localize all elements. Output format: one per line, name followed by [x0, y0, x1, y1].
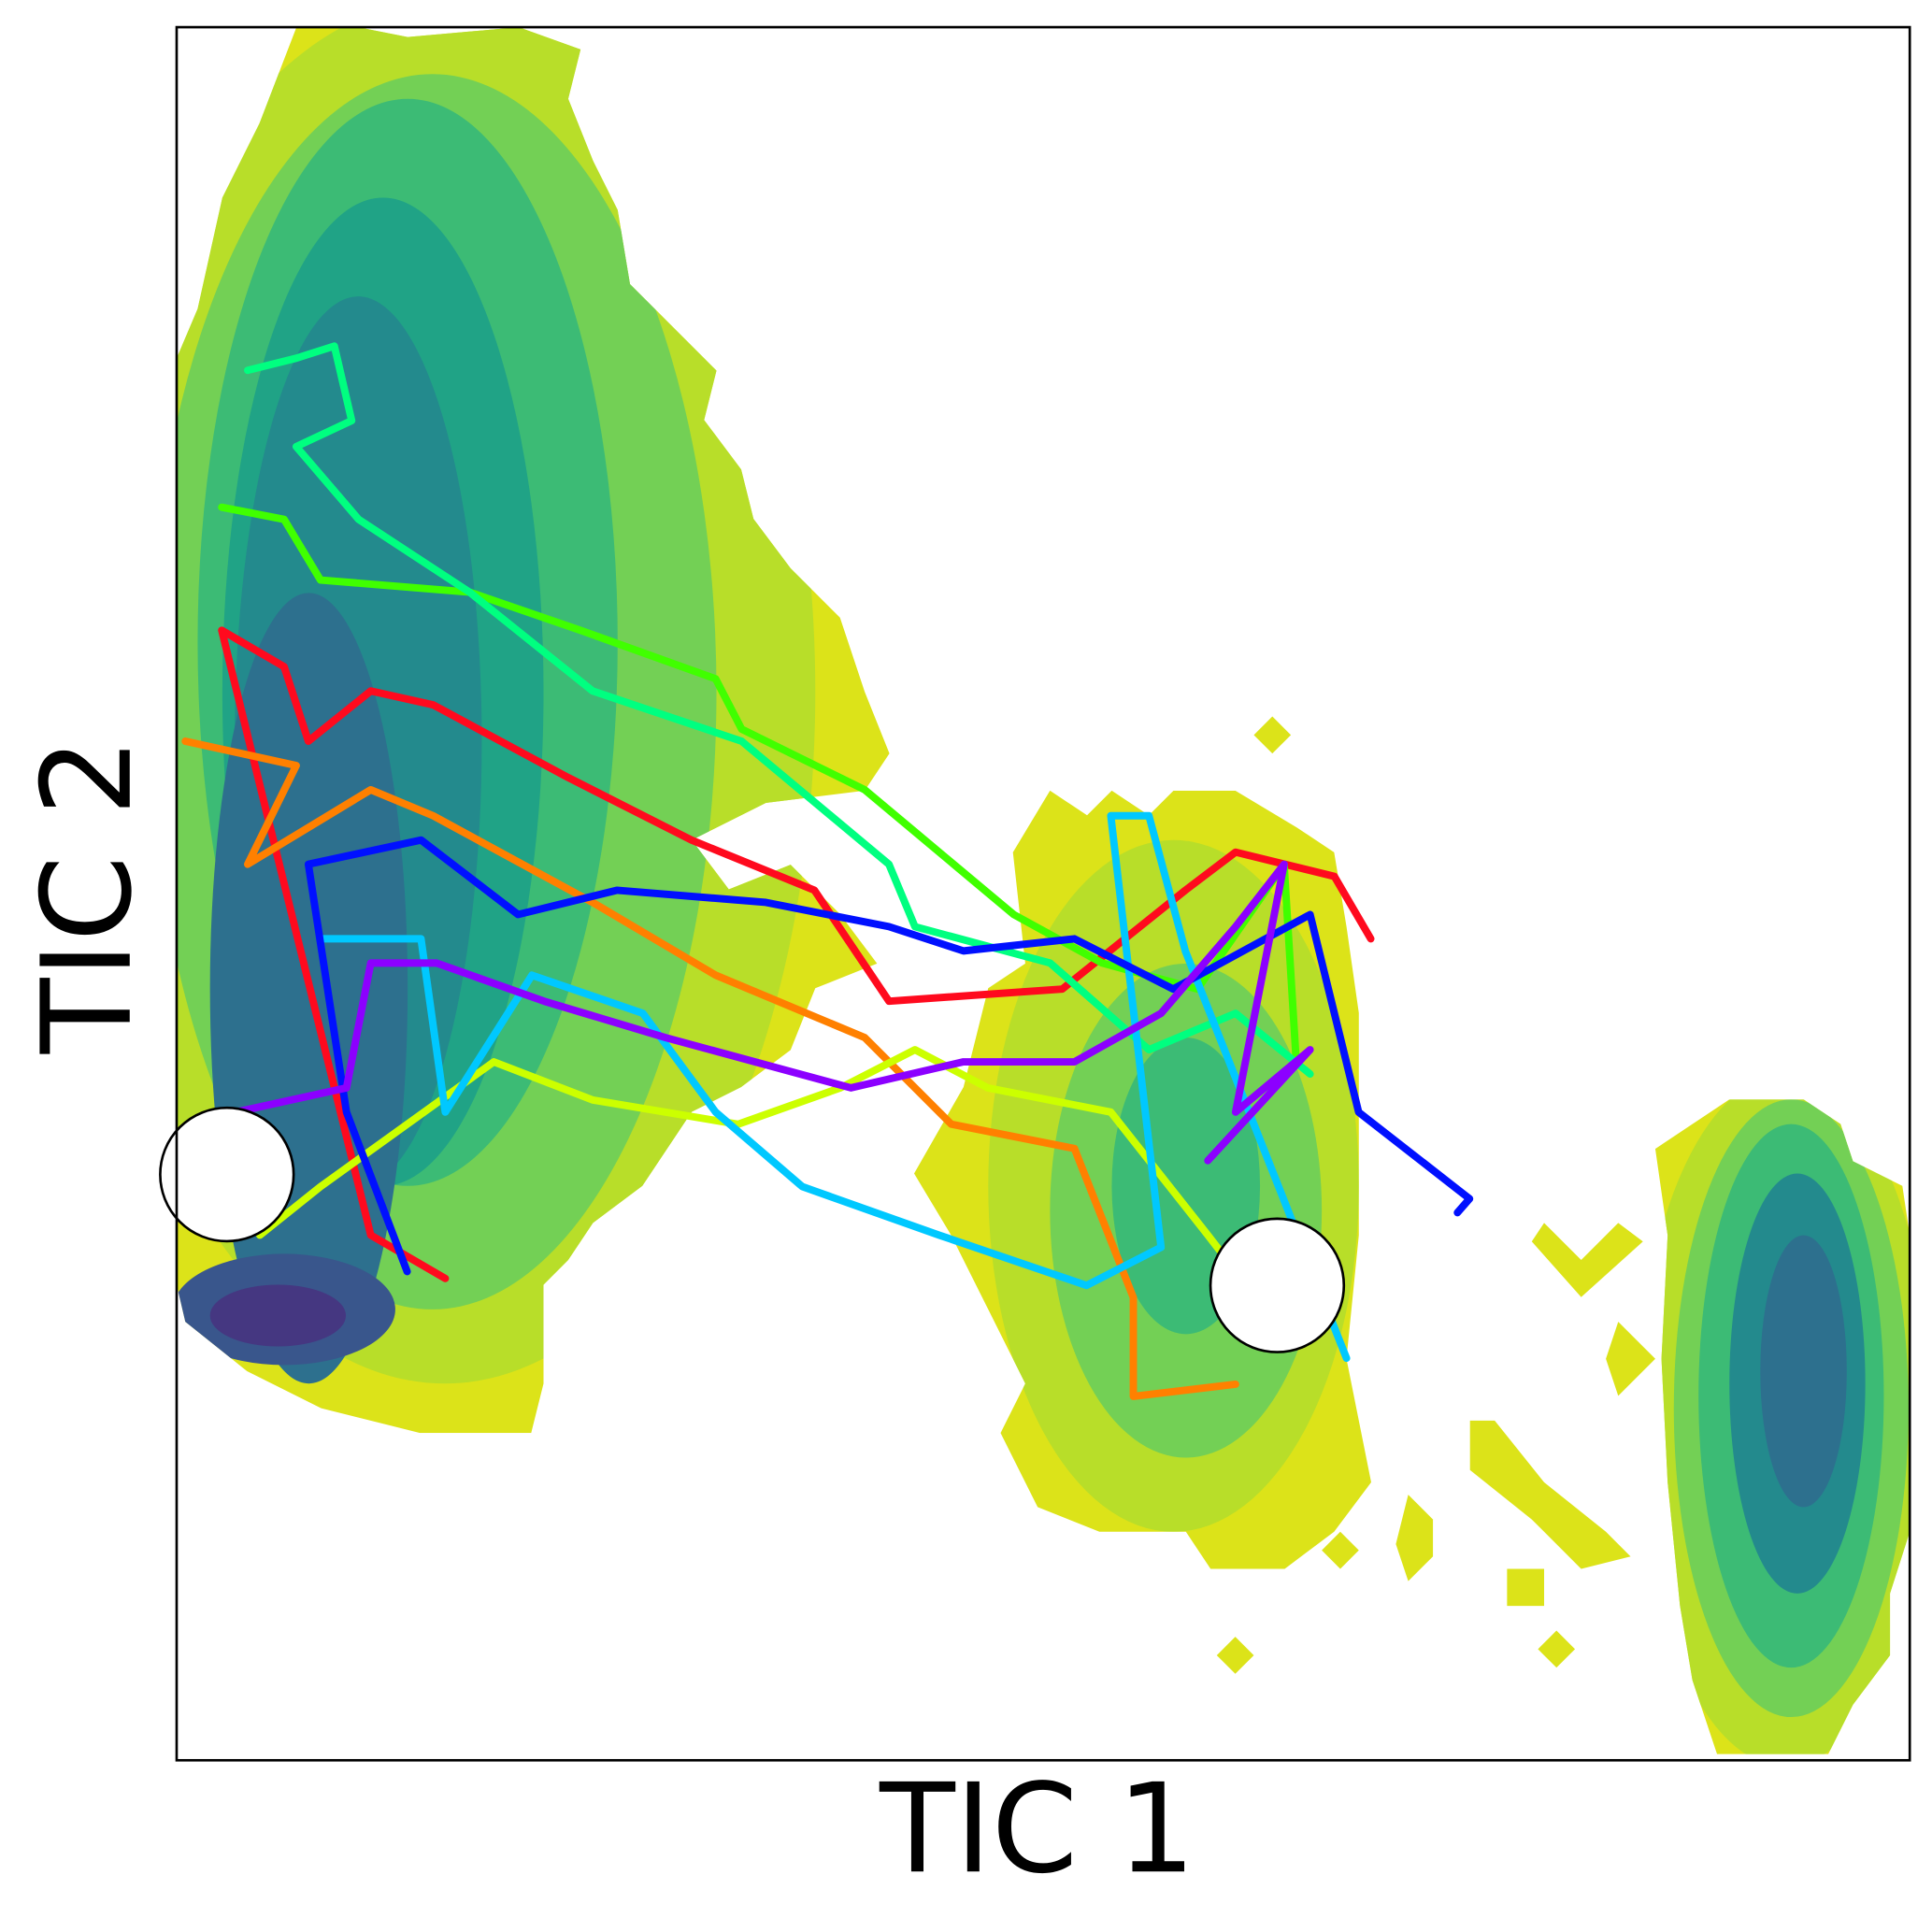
endpoint-marker	[1209, 1217, 1346, 1353]
density-map	[176, 27, 1911, 1754]
x-axis-label: TIC 1	[879, 1757, 1195, 1901]
trajectory	[232, 860, 1314, 1165]
endpoint-marker	[159, 1106, 295, 1243]
trajectory	[304, 836, 1474, 1276]
density-region	[1654, 1099, 1911, 1754]
trajectory	[316, 811, 1351, 1363]
trajectories	[181, 342, 1474, 1400]
endpoints	[159, 1106, 1346, 1353]
density-specks	[1216, 716, 1655, 1674]
trajectory	[181, 737, 1239, 1400]
trajectory	[244, 342, 1314, 1078]
plot-frame	[175, 25, 1911, 1762]
trajectory	[218, 626, 1375, 1282]
y-axis-label: TIC 2	[16, 737, 160, 1054]
density-region	[913, 790, 1371, 1569]
